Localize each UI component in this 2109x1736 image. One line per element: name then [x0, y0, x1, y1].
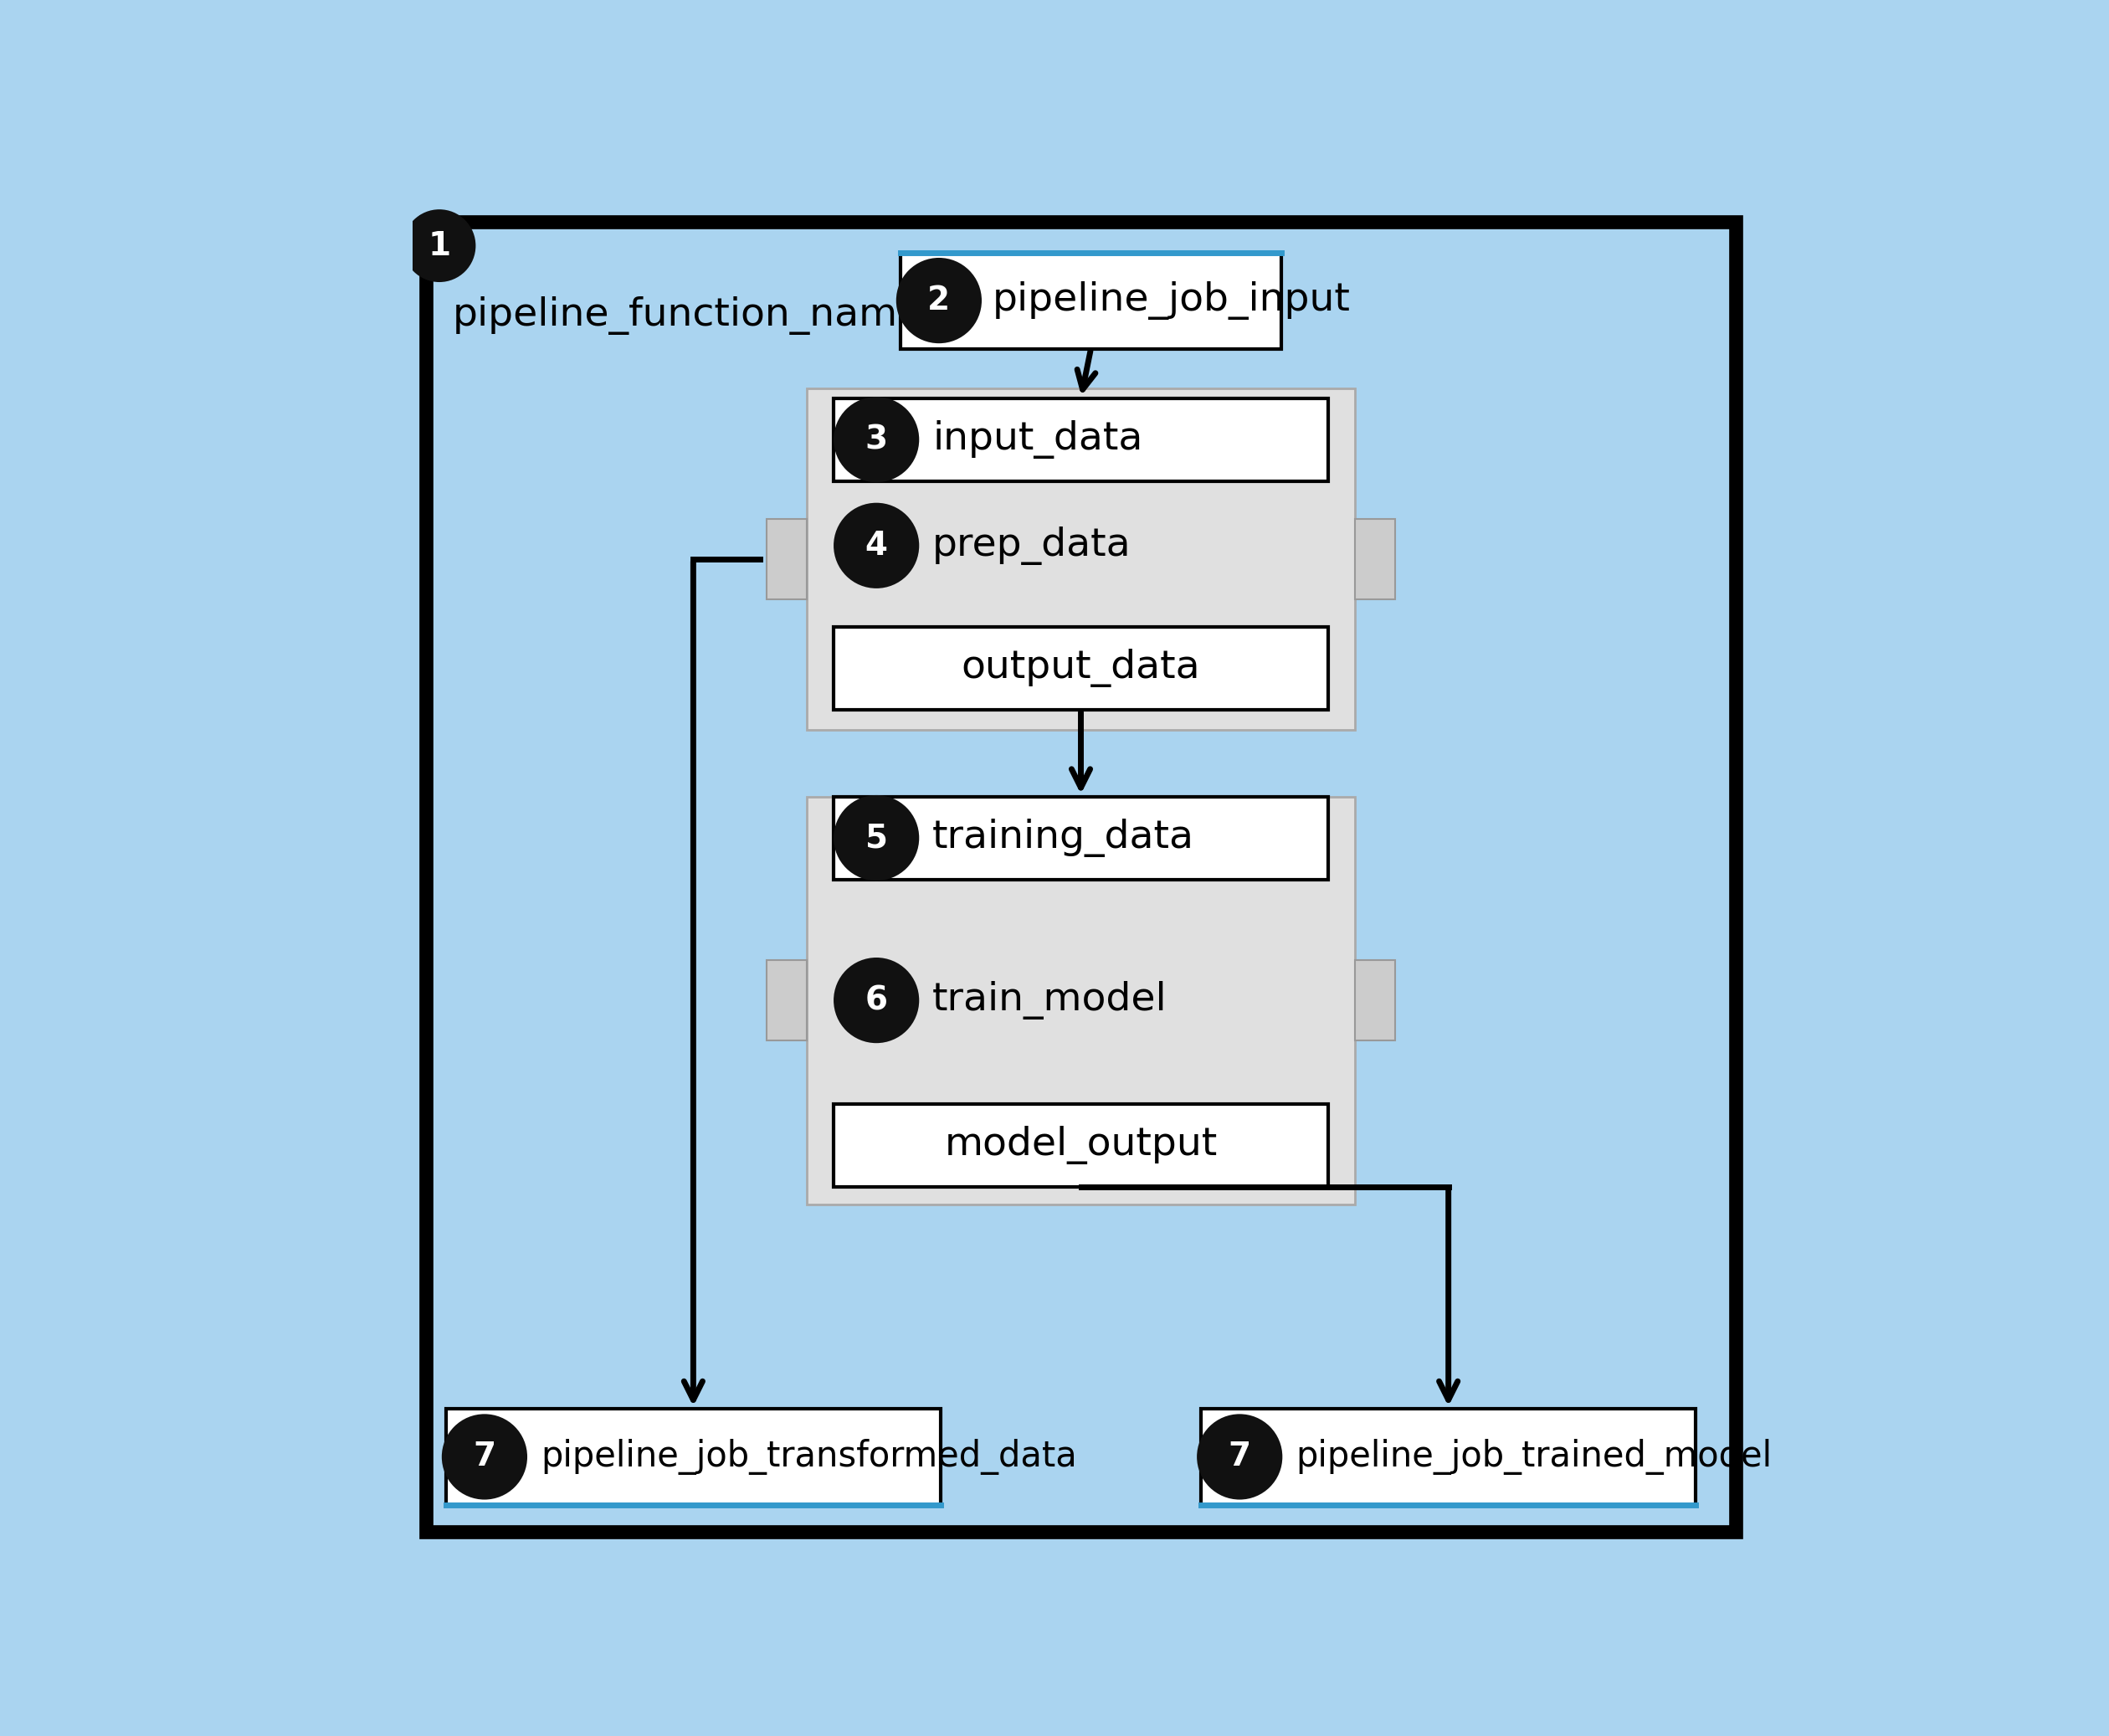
- Text: 6: 6: [865, 984, 888, 1016]
- Bar: [768, 519, 808, 599]
- Text: 5: 5: [865, 823, 888, 854]
- Bar: [833, 1104, 1329, 1187]
- Bar: [1354, 519, 1394, 599]
- Bar: [833, 797, 1329, 880]
- Text: 7: 7: [472, 1441, 496, 1472]
- Text: 7: 7: [1227, 1441, 1251, 1472]
- Text: 4: 4: [865, 529, 888, 561]
- Text: pipeline_job_input: pipeline_job_input: [993, 281, 1350, 319]
- Text: output_data: output_data: [962, 649, 1200, 687]
- Text: 3: 3: [865, 424, 888, 455]
- Bar: [833, 627, 1329, 710]
- Circle shape: [833, 398, 920, 483]
- Bar: [1202, 1408, 1696, 1505]
- Text: pipeline_job_trained_model: pipeline_job_trained_model: [1295, 1439, 1772, 1476]
- Circle shape: [1198, 1415, 1282, 1500]
- Text: prep_data: prep_data: [932, 526, 1130, 564]
- Circle shape: [833, 958, 920, 1043]
- Text: pipeline_job_transformed_data: pipeline_job_transformed_data: [540, 1439, 1078, 1476]
- Circle shape: [833, 795, 920, 880]
- Bar: [768, 960, 808, 1040]
- Bar: [808, 797, 1354, 1205]
- Circle shape: [441, 1415, 527, 1500]
- Text: pipeline_function_name: pipeline_function_name: [453, 297, 922, 335]
- Bar: [445, 1408, 941, 1505]
- Text: training_data: training_data: [932, 819, 1194, 858]
- Text: 2: 2: [928, 285, 951, 316]
- Circle shape: [403, 210, 477, 283]
- Bar: [1354, 960, 1394, 1040]
- Text: 1: 1: [428, 229, 451, 262]
- Bar: [833, 398, 1329, 481]
- Bar: [901, 252, 1282, 349]
- Text: input_data: input_data: [932, 420, 1143, 458]
- Circle shape: [896, 257, 981, 344]
- Bar: [808, 389, 1354, 729]
- Text: train_model: train_model: [932, 981, 1168, 1019]
- Circle shape: [833, 503, 920, 589]
- Text: model_output: model_output: [945, 1127, 1217, 1165]
